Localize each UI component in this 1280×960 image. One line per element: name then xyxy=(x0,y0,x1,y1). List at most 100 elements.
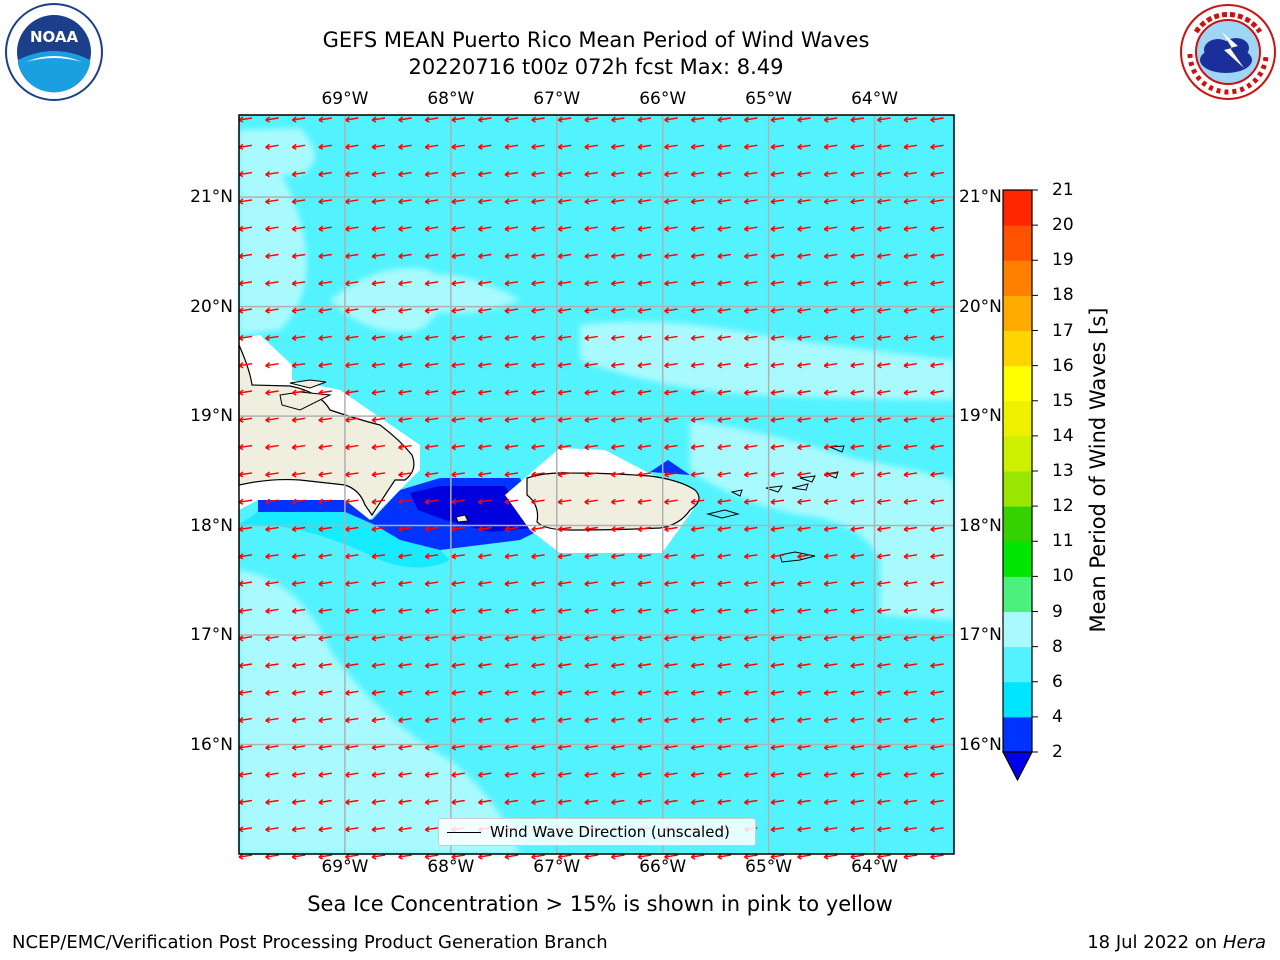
wave-direction-arrow xyxy=(531,580,545,587)
wave-direction-arrow xyxy=(557,717,572,724)
wave-direction-arrow xyxy=(584,471,598,478)
wave-direction-arrow xyxy=(743,553,758,560)
wave-direction-arrow xyxy=(797,689,811,696)
wave-direction-arrow xyxy=(823,280,838,287)
wave-direction-arrow xyxy=(930,225,944,232)
wave-direction-arrow xyxy=(610,252,625,260)
wave-direction-arrow xyxy=(424,553,439,560)
map-legend: Wind Wave Direction (unscaled) xyxy=(438,818,756,846)
wave-direction-arrow xyxy=(584,580,598,587)
wave-direction-arrow xyxy=(344,471,359,478)
nws-logo xyxy=(1180,4,1276,100)
wave-direction-arrow xyxy=(664,553,678,560)
wave-direction-arrow xyxy=(291,607,306,615)
wave-direction-arrow xyxy=(823,307,838,314)
wave-direction-arrow xyxy=(770,143,785,150)
wave-direction-arrow xyxy=(504,252,519,260)
wave-direction-arrow xyxy=(424,362,439,369)
wave-direction-arrow xyxy=(291,416,306,423)
wave-direction-arrow xyxy=(850,444,864,451)
wave-direction-arrow xyxy=(265,635,279,642)
wave-direction-arrow xyxy=(876,362,891,369)
wave-direction-arrow xyxy=(850,553,864,560)
wave-direction-arrow xyxy=(584,171,598,178)
wave-direction-arrow xyxy=(717,771,731,778)
wave-direction-arrow xyxy=(424,389,439,396)
wave-direction-arrow xyxy=(344,744,359,751)
wave-direction-arrow xyxy=(291,389,306,396)
wave-direction-arrow xyxy=(318,198,332,205)
wave-direction-arrow xyxy=(318,717,332,724)
wave-direction-arrow xyxy=(584,635,598,642)
wave-direction-arrow xyxy=(770,771,785,778)
wave-direction-arrow xyxy=(451,280,465,287)
wave-direction-arrow xyxy=(610,635,625,642)
wave-direction-arrow xyxy=(610,362,625,369)
wave-direction-arrow xyxy=(371,143,386,150)
wave-direction-arrow xyxy=(371,389,386,396)
wave-direction-arrow xyxy=(903,607,918,615)
wave-direction-arrow xyxy=(265,798,279,806)
wave-direction-arrow xyxy=(690,198,705,205)
wave-direction-arrow xyxy=(770,280,785,287)
wave-direction-arrow xyxy=(584,334,598,342)
wave-direction-arrow xyxy=(477,307,492,314)
wave-direction-arrow xyxy=(584,362,598,369)
wave-direction-arrow xyxy=(265,362,279,369)
wave-direction-arrow xyxy=(930,717,944,724)
wave-direction-arrow xyxy=(344,553,359,560)
wave-direction-arrow xyxy=(823,717,838,724)
wave-direction-arrow xyxy=(930,416,944,423)
wave-direction-arrow xyxy=(265,853,279,860)
wave-direction-arrow xyxy=(424,826,439,833)
wave-direction-arrow xyxy=(930,307,944,314)
wave-direction-arrow xyxy=(664,225,678,232)
colorbar-segment xyxy=(1003,541,1032,577)
wave-direction-arrow xyxy=(903,662,918,669)
wave-direction-arrow xyxy=(584,444,598,451)
wave-direction-arrow xyxy=(477,553,492,560)
wave-direction-arrow xyxy=(797,471,811,478)
wave-direction-arrow xyxy=(717,280,731,287)
wave-direction-arrow xyxy=(797,717,811,724)
wave-direction-arrow xyxy=(477,717,492,724)
wave-direction-arrow xyxy=(876,143,891,150)
wave-direction-arrow xyxy=(690,225,705,232)
wave-direction-arrow xyxy=(823,826,838,833)
wave-direction-arrow xyxy=(637,717,652,724)
wave-direction-arrow xyxy=(797,198,811,205)
wave-direction-arrow xyxy=(504,798,519,806)
wave-direction-arrow xyxy=(424,307,439,314)
wave-direction-arrow xyxy=(930,471,944,478)
wave-direction-arrow xyxy=(610,416,625,423)
wave-direction-arrow xyxy=(398,607,412,615)
wave-direction-arrow xyxy=(717,307,731,314)
wave-direction-arrow xyxy=(557,143,572,150)
wave-direction-arrow xyxy=(398,416,412,423)
wave-direction-arrow xyxy=(823,362,838,369)
wave-direction-arrow xyxy=(664,717,678,724)
wave-direction-arrow xyxy=(504,307,519,314)
wave-direction-arrow xyxy=(610,280,625,287)
wave-direction-arrow xyxy=(451,307,465,314)
wave-direction-arrow xyxy=(451,362,465,369)
wave-direction-arrow xyxy=(743,389,758,396)
wave-direction-arrow xyxy=(398,798,412,806)
wave-direction-arrow xyxy=(876,225,891,232)
wave-direction-arrow xyxy=(451,389,465,396)
wave-direction-arrow xyxy=(584,143,598,150)
wave-direction-arrow xyxy=(504,580,519,587)
wave-direction-arrow xyxy=(797,771,811,778)
wave-direction-arrow xyxy=(531,471,545,478)
wave-direction-arrow xyxy=(291,826,306,833)
wave-direction-arrow xyxy=(477,416,492,423)
wave-direction-arrow xyxy=(903,116,918,123)
wave-direction-arrow xyxy=(477,635,492,642)
wave-direction-arrow xyxy=(477,498,492,505)
wave-direction-arrow xyxy=(690,662,705,669)
wave-direction-arrow xyxy=(451,662,465,669)
wave-direction-arrow xyxy=(344,307,359,314)
colorbar-segment xyxy=(1003,435,1032,472)
wave-direction-arrow xyxy=(531,225,545,232)
wave-direction-arrow xyxy=(265,498,279,505)
